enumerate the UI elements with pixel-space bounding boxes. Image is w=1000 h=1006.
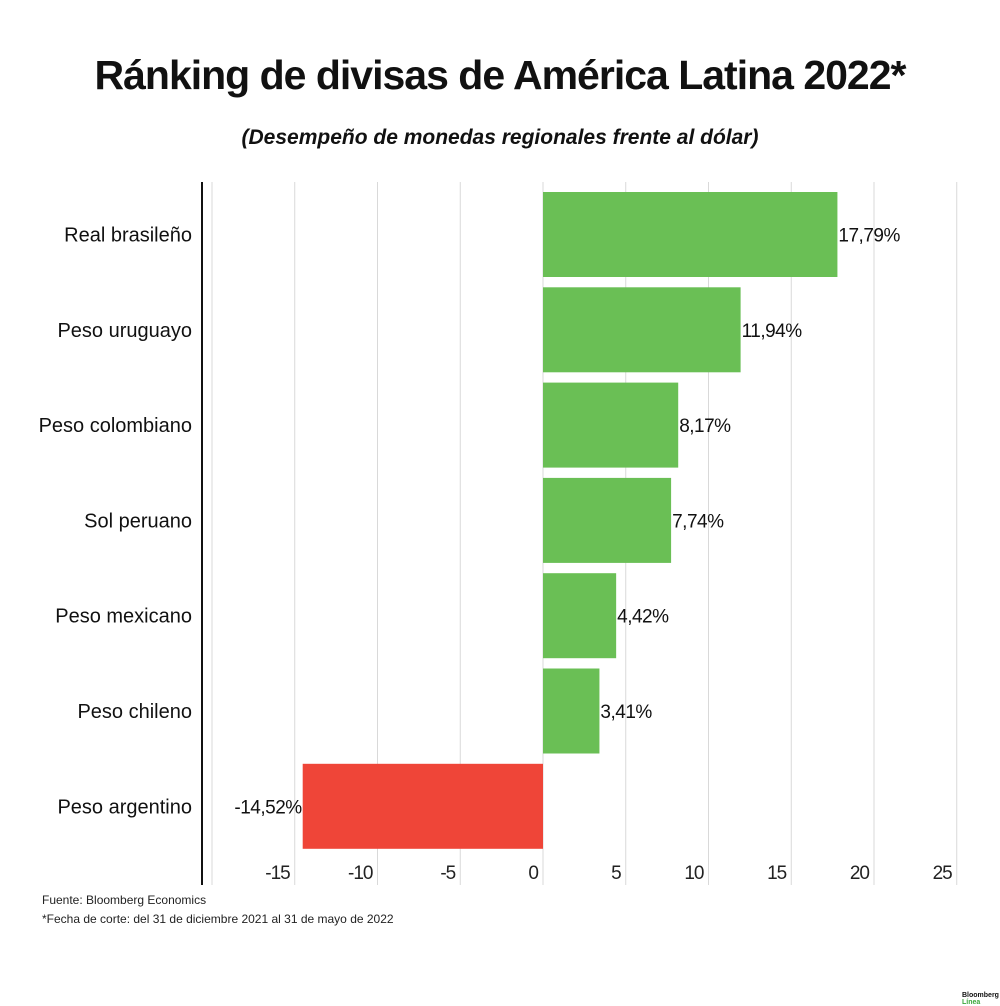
bar xyxy=(543,668,600,754)
x-tick-label: 0 xyxy=(528,863,538,884)
category-label: Peso mexicano xyxy=(55,606,192,628)
bar xyxy=(543,287,741,373)
x-tick-label: -5 xyxy=(440,863,455,884)
date-note: *Fecha de corte: del 31 de diciembre 202… xyxy=(42,912,394,926)
data-label: 4,42% xyxy=(617,607,669,628)
bloomberg-linea-logo: Bloomberg Línea xyxy=(962,992,999,1006)
data-label: 3,41% xyxy=(600,702,652,723)
category-label: Peso argentino xyxy=(57,796,192,818)
data-label: 7,74% xyxy=(672,511,724,532)
category-label: Peso uruguayo xyxy=(57,320,192,342)
x-tick-label: 10 xyxy=(684,863,704,884)
category-label: Peso chileno xyxy=(77,701,192,723)
source-note: Fuente: Bloomberg Economics xyxy=(42,893,207,907)
category-label: Sol peruano xyxy=(84,510,192,532)
x-tick-label: 5 xyxy=(611,863,621,884)
chart-subtitle: (Desempeño de monedas regionales frente … xyxy=(241,126,759,149)
bar xyxy=(543,382,679,468)
bar xyxy=(302,763,543,849)
x-tick-label: 25 xyxy=(933,863,953,884)
bar xyxy=(543,477,672,563)
x-tick-label: 15 xyxy=(767,863,787,884)
category-label: Real brasileño xyxy=(64,225,192,247)
bar xyxy=(543,192,838,277)
x-tick-label: 20 xyxy=(850,863,870,884)
x-tick-label: -10 xyxy=(348,863,373,884)
data-label: -14,52% xyxy=(234,797,302,818)
bar xyxy=(543,573,617,659)
category-label: Peso colombiano xyxy=(39,415,192,437)
data-label: 11,94% xyxy=(742,321,803,342)
x-tick-label: -15 xyxy=(265,863,290,884)
chart-title: Ránking de divisas de América Latina 202… xyxy=(94,52,906,98)
data-label: 8,17% xyxy=(679,416,731,437)
data-label: 17,79% xyxy=(838,226,900,247)
